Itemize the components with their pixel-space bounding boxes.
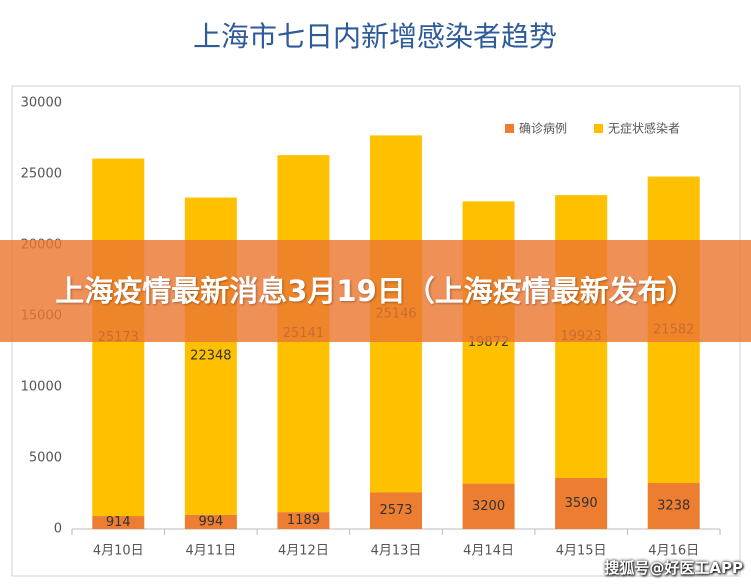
bar-segment (647, 483, 700, 529)
y-tick-label: 30000 (21, 96, 62, 111)
watermark: 搜狐号@好医工APP (604, 559, 743, 577)
bar-segment (277, 512, 330, 529)
bar-segment (184, 514, 237, 529)
x-tick-label: 4月16日 (648, 544, 699, 559)
data-label: 3238 (657, 499, 690, 514)
legend-label: 确诊病例 (519, 121, 567, 136)
data-label: 3590 (565, 496, 598, 511)
legend-swatch (505, 124, 514, 133)
data-label: 994 (198, 514, 223, 529)
banner-text: 上海疫情最新消息3月19日（上海疫情最新发布） (55, 274, 696, 308)
bar-segment (92, 516, 145, 529)
x-tick-label: 4月11日 (185, 544, 236, 559)
data-label: 2573 (379, 503, 412, 518)
x-tick-label: 4月13日 (371, 544, 422, 559)
y-tick-label: 0 (54, 522, 62, 537)
banner: 上海疫情最新消息3月19日（上海疫情最新发布） (0, 240, 751, 342)
legend-swatch (594, 124, 603, 133)
bar-segment (462, 483, 515, 529)
chart-title: 上海市七日内新增感染者趋势 (193, 20, 557, 53)
legend-label: 无症状感染者 (608, 121, 680, 136)
y-tick-label: 25000 (21, 167, 62, 182)
bar-segment (555, 478, 608, 529)
data-label: 914 (106, 515, 131, 530)
data-label: 3200 (472, 499, 505, 514)
y-tick-label: 5000 (29, 451, 62, 466)
x-tick-label: 4月14日 (463, 544, 514, 559)
x-tick-label: 4月15日 (556, 544, 607, 559)
y-tick-label: 10000 (21, 380, 62, 395)
bar-segment (370, 492, 422, 529)
data-label: 22348 (190, 349, 231, 364)
data-label: 1189 (287, 513, 320, 528)
x-tick-label: 4月10日 (93, 544, 144, 559)
x-tick-label: 4月12日 (278, 544, 329, 559)
